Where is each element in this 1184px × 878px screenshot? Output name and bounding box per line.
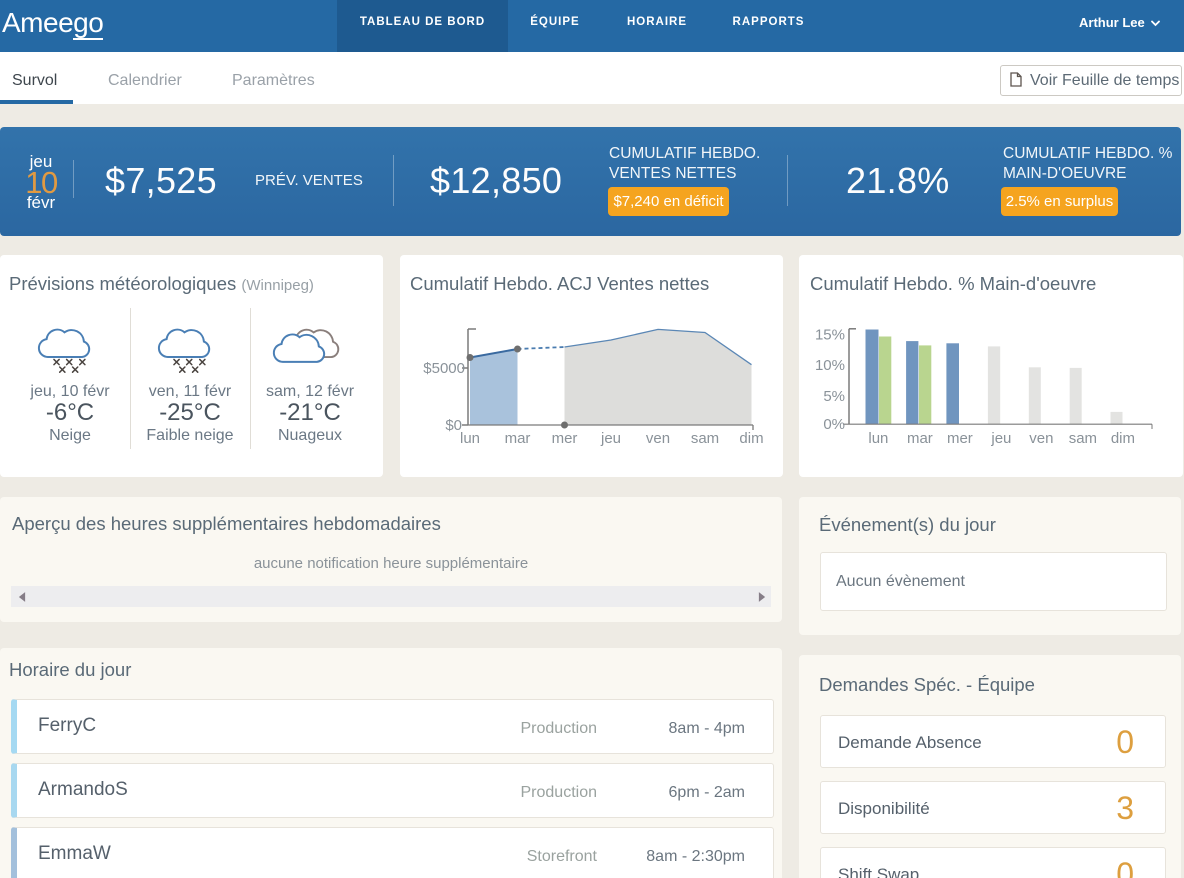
svg-text:jeu: jeu bbox=[600, 430, 621, 447]
svg-text:dim: dim bbox=[1111, 430, 1135, 447]
svg-text:sam: sam bbox=[1069, 430, 1097, 447]
svg-text:$5000: $5000 bbox=[423, 360, 465, 377]
svg-text:0%: 0% bbox=[823, 416, 845, 433]
svg-text:$0: $0 bbox=[445, 417, 462, 434]
svg-text:lun: lun bbox=[460, 430, 480, 447]
svg-text:5%: 5% bbox=[823, 388, 845, 405]
svg-text:jeu: jeu bbox=[990, 430, 1011, 447]
svg-text:mar: mar bbox=[907, 430, 933, 447]
svg-text:mer: mer bbox=[552, 430, 578, 447]
svg-text:10%: 10% bbox=[815, 357, 845, 374]
svg-text:mer: mer bbox=[947, 430, 973, 447]
svg-text:15%: 15% bbox=[815, 326, 845, 343]
svg-text:ven: ven bbox=[646, 430, 670, 447]
svg-text:mar: mar bbox=[505, 430, 531, 447]
svg-text:sam: sam bbox=[691, 430, 719, 447]
svg-text:ven: ven bbox=[1029, 430, 1053, 447]
svg-text:dim: dim bbox=[739, 430, 763, 447]
svg-text:lun: lun bbox=[868, 430, 888, 447]
